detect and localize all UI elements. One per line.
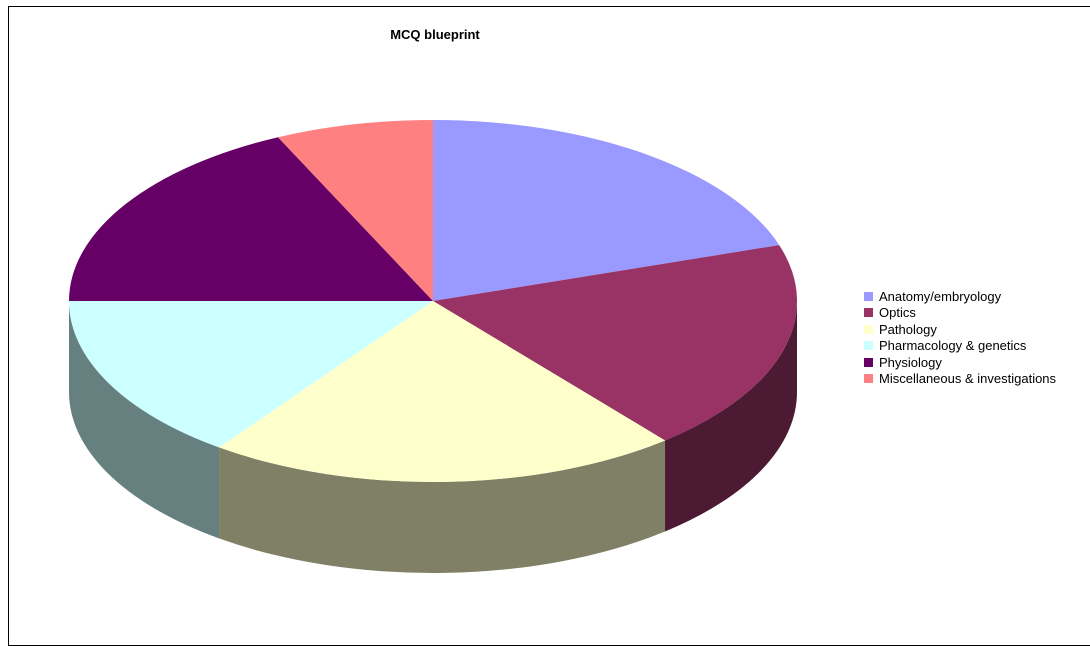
pie-side-pharmacology-and-genetics	[69, 301, 220, 539]
legend-label: Optics	[879, 305, 916, 321]
legend-swatch	[864, 291, 873, 301]
legend-item-pathology: Pathology	[864, 321, 1056, 338]
legend-item-miscellaneous-and-investigations: Miscellaneous & investigations	[864, 371, 1056, 388]
legend-swatch	[864, 357, 873, 367]
pie-slice-physiology	[69, 137, 433, 301]
pie-slices	[69, 120, 797, 482]
legend-swatch	[864, 308, 873, 318]
legend-label: Anatomy/embryology	[879, 288, 1002, 304]
legend-label: Miscellaneous & investigations	[879, 371, 1057, 387]
legend-swatch	[864, 341, 873, 351]
legend-label: Physiology	[879, 354, 942, 370]
pie-side-pathology	[219, 440, 666, 573]
pie-sides	[69, 301, 797, 573]
legend-item-anatomy-embryology: Anatomy/embryology	[864, 288, 1056, 305]
legend-item-optics: Optics	[864, 305, 1056, 322]
pie-side-optics	[665, 301, 797, 532]
legend-item-physiology: Physiology	[864, 354, 1056, 371]
legend-item-pharmacology-and-genetics: Pharmacology & genetics	[864, 338, 1056, 355]
chart-title: MCQ blueprint	[390, 27, 480, 42]
legend-swatch	[864, 324, 873, 334]
pie-slice-miscellaneous-and-investigations	[278, 120, 433, 301]
pie-slice-optics	[433, 245, 797, 441]
legend-swatch	[864, 374, 873, 384]
pie-slice-pharmacology-and-genetics	[69, 301, 433, 448]
chart-legend: Anatomy/embryology Optics Pathology Pharmac…	[864, 288, 1056, 387]
pie-chart	[69, 120, 797, 573]
pie-slice-pathology	[219, 301, 666, 482]
legend-label: Pharmacology & genetics	[879, 338, 1027, 354]
legend-label: Pathology	[879, 321, 937, 337]
pie-slice-anatomy-embryology	[433, 120, 780, 301]
